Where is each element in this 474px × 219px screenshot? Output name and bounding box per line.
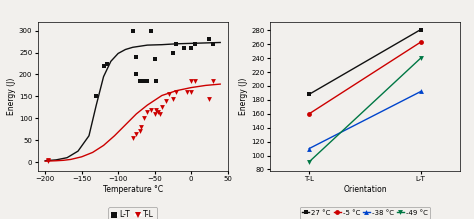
Point [191,42,199,46]
Point [152,108,160,111]
Point [187,79,195,83]
Y-axis label: Energy (J): Energy (J) [239,78,248,115]
Legend: 27 °C, -5 °C, -38 °C, -49 °C: 27 °C, -5 °C, -38 °C, -49 °C [300,207,430,219]
Point [136,79,144,83]
Point [45,158,52,162]
Point [144,79,151,83]
Point [173,42,180,46]
Point [103,62,111,65]
Point [129,136,137,140]
Point [169,97,177,100]
Point [206,97,213,100]
Y-axis label: Energy (J): Energy (J) [7,78,16,115]
Point [191,79,199,83]
Point [144,110,151,113]
Point [209,42,217,46]
Point [140,117,147,120]
Legend: L-T, T-L: L-T, T-L [108,207,157,219]
Point [151,112,158,116]
Point [92,95,100,98]
Point [140,79,147,83]
Point [169,51,177,54]
Point [156,112,164,116]
Point [147,29,155,32]
Point [209,79,217,83]
Point [129,29,137,32]
X-axis label: Temperature °C: Temperature °C [103,185,163,194]
Point [155,110,162,113]
Point [183,90,191,94]
Point [152,79,160,83]
Point [180,46,188,50]
Point [137,125,145,129]
Point [173,90,180,94]
Point [133,55,140,59]
Point [133,73,140,76]
X-axis label: Orientation: Orientation [343,185,387,194]
Point [151,57,158,61]
Point [158,106,166,109]
Point [133,132,140,135]
Point [187,46,195,50]
Point [45,159,52,163]
Point [162,99,169,102]
Point [147,108,155,111]
Point [100,64,107,67]
Point [187,90,195,94]
Point [136,130,144,133]
Point [165,92,173,96]
Point [206,38,213,41]
